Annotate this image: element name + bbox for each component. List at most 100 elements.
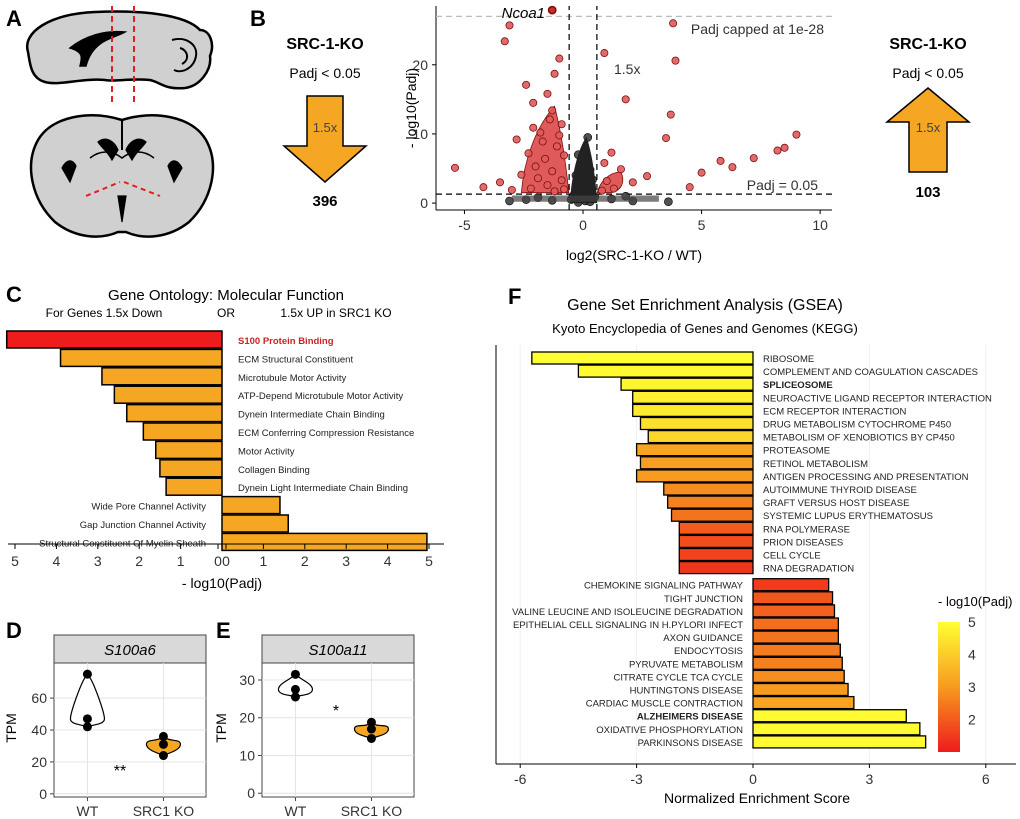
panel-f-letter: F: [508, 284, 521, 309]
go-label-down: ATP-Depend Microtubule Motor Activity: [238, 391, 403, 402]
volcano-point-sig: [609, 184, 618, 193]
gsea-label-neg: RNA POLYMERASE: [763, 524, 850, 535]
go-label-down: ECM Conferring Compression Resistance: [238, 428, 414, 439]
up-fold: 1.5x: [916, 120, 941, 135]
volcano-point-sig: [728, 163, 737, 172]
gsea-label-pos: TIGHT JUNCTION: [664, 594, 743, 605]
volcano-point-sig: [500, 37, 509, 46]
go-subtitle-right: 1.5x UP in SRC1 KO: [280, 306, 391, 320]
volcano-point-sig: [517, 170, 526, 179]
volcano-point-sig: [548, 106, 557, 115]
gsea-label-neg: SPLICEOSOME: [763, 380, 833, 391]
coronal-brain: [29, 114, 215, 238]
gsea-subtitle: Kyoto Encyclopedia of Genes and Genomes …: [552, 321, 858, 336]
violin-ytick: 60: [31, 690, 47, 706]
go-bar-down: [59, 348, 223, 368]
up-count: 103: [915, 184, 940, 201]
strip-s100a6: [53, 634, 207, 664]
gsea-bar-neg: [635, 469, 754, 483]
violin-point: [158, 751, 168, 761]
volcano-point-sig: [560, 185, 569, 194]
gsea-label-pos: EPITHELIAL CELL SIGNALING IN H.PYLORI IN…: [513, 620, 743, 631]
volcano-point-sig: [666, 110, 675, 119]
volcano-gene-label: Ncoa1: [502, 5, 545, 22]
go-label-down: ECM Structural Constituent: [238, 354, 353, 365]
go-xtick: 4: [53, 553, 61, 569]
sig-s100a6: **: [114, 763, 126, 780]
volcano-point-sig: [749, 154, 758, 163]
go-label-up: Gap Junction Channel Activity: [80, 520, 206, 531]
gsea-bar-neg: [666, 495, 754, 509]
gsea-bar-pos: [752, 695, 855, 710]
go-bar-down: [126, 403, 223, 423]
volcano-point-sig: [643, 172, 652, 181]
volcano-point-sig: [550, 187, 559, 196]
volcano-point-sig: [697, 168, 706, 177]
gsea-bar-neg: [678, 521, 754, 535]
gsea-bar-neg: [663, 482, 754, 496]
volcano-point-sig: [529, 98, 538, 107]
volcano-point-sig: [541, 154, 550, 163]
violin-e-ylabel: TPM: [213, 713, 229, 743]
volcano-point-sig: [505, 21, 514, 30]
volcano-point-sig: [548, 167, 557, 176]
violin-ytick: 20: [31, 754, 47, 770]
gsea-legend-tick: 3: [968, 679, 976, 695]
violin-ytick: 10: [239, 747, 255, 763]
go-xtick: 5: [11, 553, 19, 569]
volcano-point-sig: [479, 183, 488, 192]
gsea-bar-neg: [670, 508, 754, 522]
src1-up-summary: SRC-1-KO Padj < 0.05 1.5x 103: [884, 36, 972, 201]
gsea-legend-tick: 5: [968, 614, 976, 630]
violin-point: [290, 692, 300, 702]
gsea-bar-neg: [635, 443, 754, 457]
volcano-ytick: 10: [412, 126, 428, 142]
volcano-point-sig: [602, 176, 611, 185]
volcano-point-sig: [526, 184, 535, 193]
panel-b-letter: B: [250, 6, 266, 31]
gsea-bar-neg: [678, 534, 754, 549]
volcano-point-sig: [557, 176, 566, 185]
gsea-bar-pos: [752, 643, 841, 657]
sagittal-ventricle: [68, 30, 128, 67]
src1-down-summary: SRC-1-KO Padj < 0.05 1.5x 396: [282, 36, 368, 210]
gsea-label-neg: RIBOSOME: [763, 354, 814, 365]
volcano-baseline-cluster: [511, 195, 659, 202]
gsea-label-pos: PARKINSONS DISEASE: [638, 738, 743, 749]
go-subtitle-or: OR: [217, 306, 235, 320]
arrow-up-icon: [884, 87, 972, 173]
go-xtick: 3: [94, 553, 102, 569]
go-xtick: 3: [342, 553, 350, 569]
gsea-bar-pos: [752, 578, 830, 592]
volcano-point-sig: [628, 178, 637, 187]
go-xtick: 0: [214, 553, 222, 569]
go-xtick: 1: [260, 553, 268, 569]
down-fold: 1.5x: [313, 120, 338, 135]
volcano-nonsig-cluster: [569, 136, 598, 204]
violin-ytick: 0: [39, 786, 47, 802]
volcano-point-sig: [560, 151, 569, 160]
go-xtick: 1: [177, 553, 185, 569]
gsea-label-pos: ALZHEIMERS DISEASE: [637, 712, 743, 723]
gsea-bar-neg: [620, 377, 754, 391]
sagittal-brain: [25, 10, 214, 90]
volcano-point-sig: [450, 163, 459, 172]
gsea-bar-neg: [632, 390, 754, 404]
volcano-point-sig: [621, 95, 630, 104]
volcano-point-sig: [600, 158, 609, 167]
gsea-xtick: -6: [514, 771, 527, 787]
volcano-padj-label: Padj = 0.05: [747, 177, 818, 193]
go-xtick: 2: [135, 553, 143, 569]
gsea-label-neg: METABOLISM OF XENOBIOTICS BY CP450: [763, 433, 955, 444]
gsea-label-pos: PYRUVATE METABOLISM: [629, 659, 743, 670]
go-bar-down: [142, 422, 223, 441]
gsea-bar-pos: [752, 735, 927, 749]
brain-illustration: [25, 6, 215, 238]
gsea-bar-pos: [752, 669, 845, 684]
gsea-label-pos: HUNTINGTONS DISEASE: [630, 686, 743, 697]
violin-xtick: WT: [285, 803, 307, 819]
gsea-bar-neg: [639, 456, 754, 470]
volcano-point-sig: [669, 19, 678, 28]
violin-point: [82, 669, 92, 679]
